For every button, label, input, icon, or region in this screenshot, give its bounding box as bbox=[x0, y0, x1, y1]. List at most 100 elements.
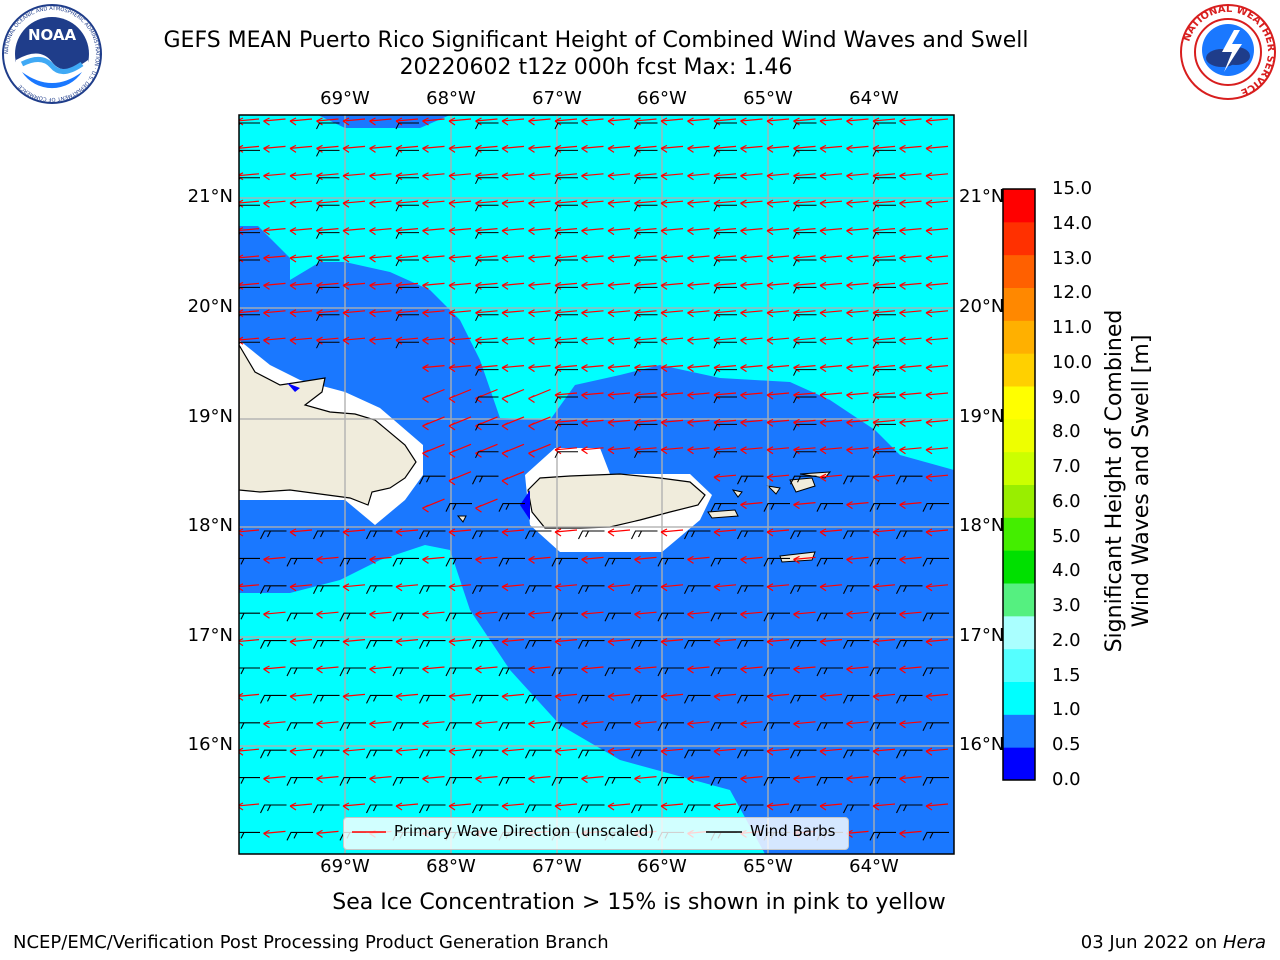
wave-direction-arrow bbox=[660, 364, 684, 373]
wave-direction-arrow bbox=[846, 391, 869, 400]
wave-direction-arrow bbox=[501, 528, 525, 537]
wave-direction-arrow bbox=[607, 638, 631, 647]
wind-barb bbox=[395, 149, 419, 157]
wind-barb bbox=[790, 694, 817, 704]
wind-barb bbox=[419, 804, 446, 814]
wind-barb bbox=[631, 585, 658, 595]
wave-direction-arrow bbox=[289, 254, 313, 263]
wave-direction-arrow bbox=[766, 583, 790, 592]
wind-barb bbox=[239, 286, 260, 291]
wind-barb bbox=[525, 640, 552, 649]
lat-tick-left: 17°N bbox=[187, 625, 233, 646]
wave-direction-arrow bbox=[581, 336, 604, 345]
wave-direction-arrow bbox=[687, 336, 710, 345]
wave-direction-arrow bbox=[422, 555, 445, 564]
wave-direction-arrow bbox=[239, 583, 260, 592]
wave-direction-arrow bbox=[581, 117, 604, 126]
wind-barb bbox=[657, 557, 684, 567]
wave-direction-arrow bbox=[607, 144, 631, 153]
hispaniola-land bbox=[239, 343, 417, 506]
wind-barb bbox=[896, 640, 923, 649]
wind-barb bbox=[737, 585, 764, 595]
wave-direction-arrow bbox=[872, 583, 896, 592]
wave-direction-arrow bbox=[501, 692, 525, 701]
colorbar-tick: 0.5 bbox=[1052, 734, 1081, 756]
wave-direction-arrow bbox=[581, 144, 604, 153]
colorbar-tick: 11.0 bbox=[1052, 317, 1093, 339]
colorbar-segment bbox=[1003, 615, 1035, 650]
wave-direction-arrow bbox=[660, 117, 684, 126]
wave-direction-arrow bbox=[369, 665, 392, 674]
wave-direction-arrow bbox=[687, 254, 710, 263]
wind-barb bbox=[525, 804, 552, 814]
wave-direction-arrow bbox=[475, 775, 498, 784]
wind-barb bbox=[634, 423, 658, 431]
wave-direction-arrow bbox=[607, 364, 631, 373]
wind-barb bbox=[392, 777, 419, 786]
wind-barb bbox=[554, 259, 578, 267]
wind-barb bbox=[816, 557, 843, 567]
wind-barb bbox=[313, 640, 340, 649]
wind-barb bbox=[339, 667, 366, 677]
wave-direction-arrow bbox=[501, 583, 525, 592]
wind-barb bbox=[472, 694, 499, 704]
wind-barb bbox=[366, 530, 393, 540]
wind-barb bbox=[554, 122, 578, 130]
wave-direction-arrow bbox=[369, 144, 392, 153]
wave-direction-arrow bbox=[289, 638, 313, 647]
wind-barb bbox=[793, 451, 817, 459]
wave-direction-arrow bbox=[687, 364, 710, 373]
wind-barb bbox=[525, 585, 552, 595]
wind-barb bbox=[475, 314, 499, 322]
wind-barb bbox=[498, 722, 525, 732]
colorbar-label-line2: Wind Waves and Swell [m] bbox=[1129, 334, 1154, 628]
wave-direction-arrow bbox=[607, 418, 631, 427]
wave-direction-arrow bbox=[554, 528, 578, 537]
map-legend bbox=[343, 817, 849, 850]
wind-barb bbox=[872, 259, 896, 267]
wave-direction-arrow bbox=[342, 172, 366, 181]
wind-barb bbox=[525, 749, 552, 759]
wind-barb bbox=[475, 204, 499, 212]
wave-direction-arrow bbox=[422, 416, 445, 431]
wind-barb bbox=[554, 232, 578, 239]
colorbar-tick: 8.0 bbox=[1052, 421, 1081, 443]
wave-direction-arrow bbox=[819, 528, 843, 537]
wind-barb bbox=[793, 396, 817, 404]
wave-direction-arrow bbox=[554, 583, 578, 592]
wind-barb bbox=[793, 286, 817, 294]
lon-tick-bottom: 69°W bbox=[320, 856, 370, 877]
wave-direction-arrow bbox=[872, 802, 896, 811]
wind-barb bbox=[713, 341, 737, 349]
wind-barb bbox=[604, 777, 631, 786]
wind-barb bbox=[498, 667, 525, 677]
wind-barb bbox=[793, 369, 817, 376]
wave-direction-arrow bbox=[819, 364, 843, 373]
wind-barb bbox=[578, 804, 605, 814]
wave-direction-arrow bbox=[581, 665, 604, 674]
wind-barb bbox=[604, 722, 631, 732]
wave-direction-arrow bbox=[422, 227, 445, 236]
wind-barb bbox=[475, 177, 499, 185]
lat-tick-right: 21°N bbox=[959, 186, 1005, 207]
wind-barb bbox=[366, 694, 393, 704]
wind-barb bbox=[316, 314, 340, 322]
wave-direction-arrow bbox=[713, 528, 737, 537]
wave-direction-arrow bbox=[581, 281, 604, 290]
wave-direction-arrow bbox=[448, 227, 472, 236]
wave-direction-arrow bbox=[819, 254, 843, 263]
wind-barb bbox=[472, 585, 499, 595]
wind-barb bbox=[634, 396, 658, 404]
lon-tick-bottom: 64°W bbox=[849, 856, 899, 877]
wind-barb bbox=[793, 204, 817, 212]
colorbar-segment bbox=[1003, 681, 1035, 715]
colorbar-segment bbox=[1003, 484, 1035, 518]
colorbar-tick: 14.0 bbox=[1052, 212, 1093, 234]
wind-barb bbox=[793, 122, 817, 130]
wave-direction-arrow bbox=[581, 227, 604, 236]
wind-barb bbox=[634, 232, 658, 239]
wave-direction-arrow bbox=[899, 172, 922, 181]
wave-direction-arrow bbox=[846, 501, 869, 510]
wave-direction-arrow bbox=[819, 227, 843, 236]
wave-direction-arrow bbox=[740, 199, 763, 208]
